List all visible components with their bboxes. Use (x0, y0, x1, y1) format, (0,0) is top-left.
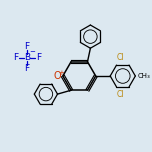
Text: Cl: Cl (117, 90, 124, 99)
Text: F: F (36, 53, 41, 62)
Text: O: O (54, 71, 61, 81)
Text: Cl: Cl (117, 53, 124, 62)
Text: F: F (13, 53, 18, 62)
Text: F: F (24, 43, 30, 52)
Text: +: + (58, 70, 64, 76)
Text: −: − (29, 49, 35, 55)
Text: F: F (24, 64, 30, 73)
Text: B: B (24, 53, 30, 62)
Text: CH₃: CH₃ (138, 73, 150, 79)
